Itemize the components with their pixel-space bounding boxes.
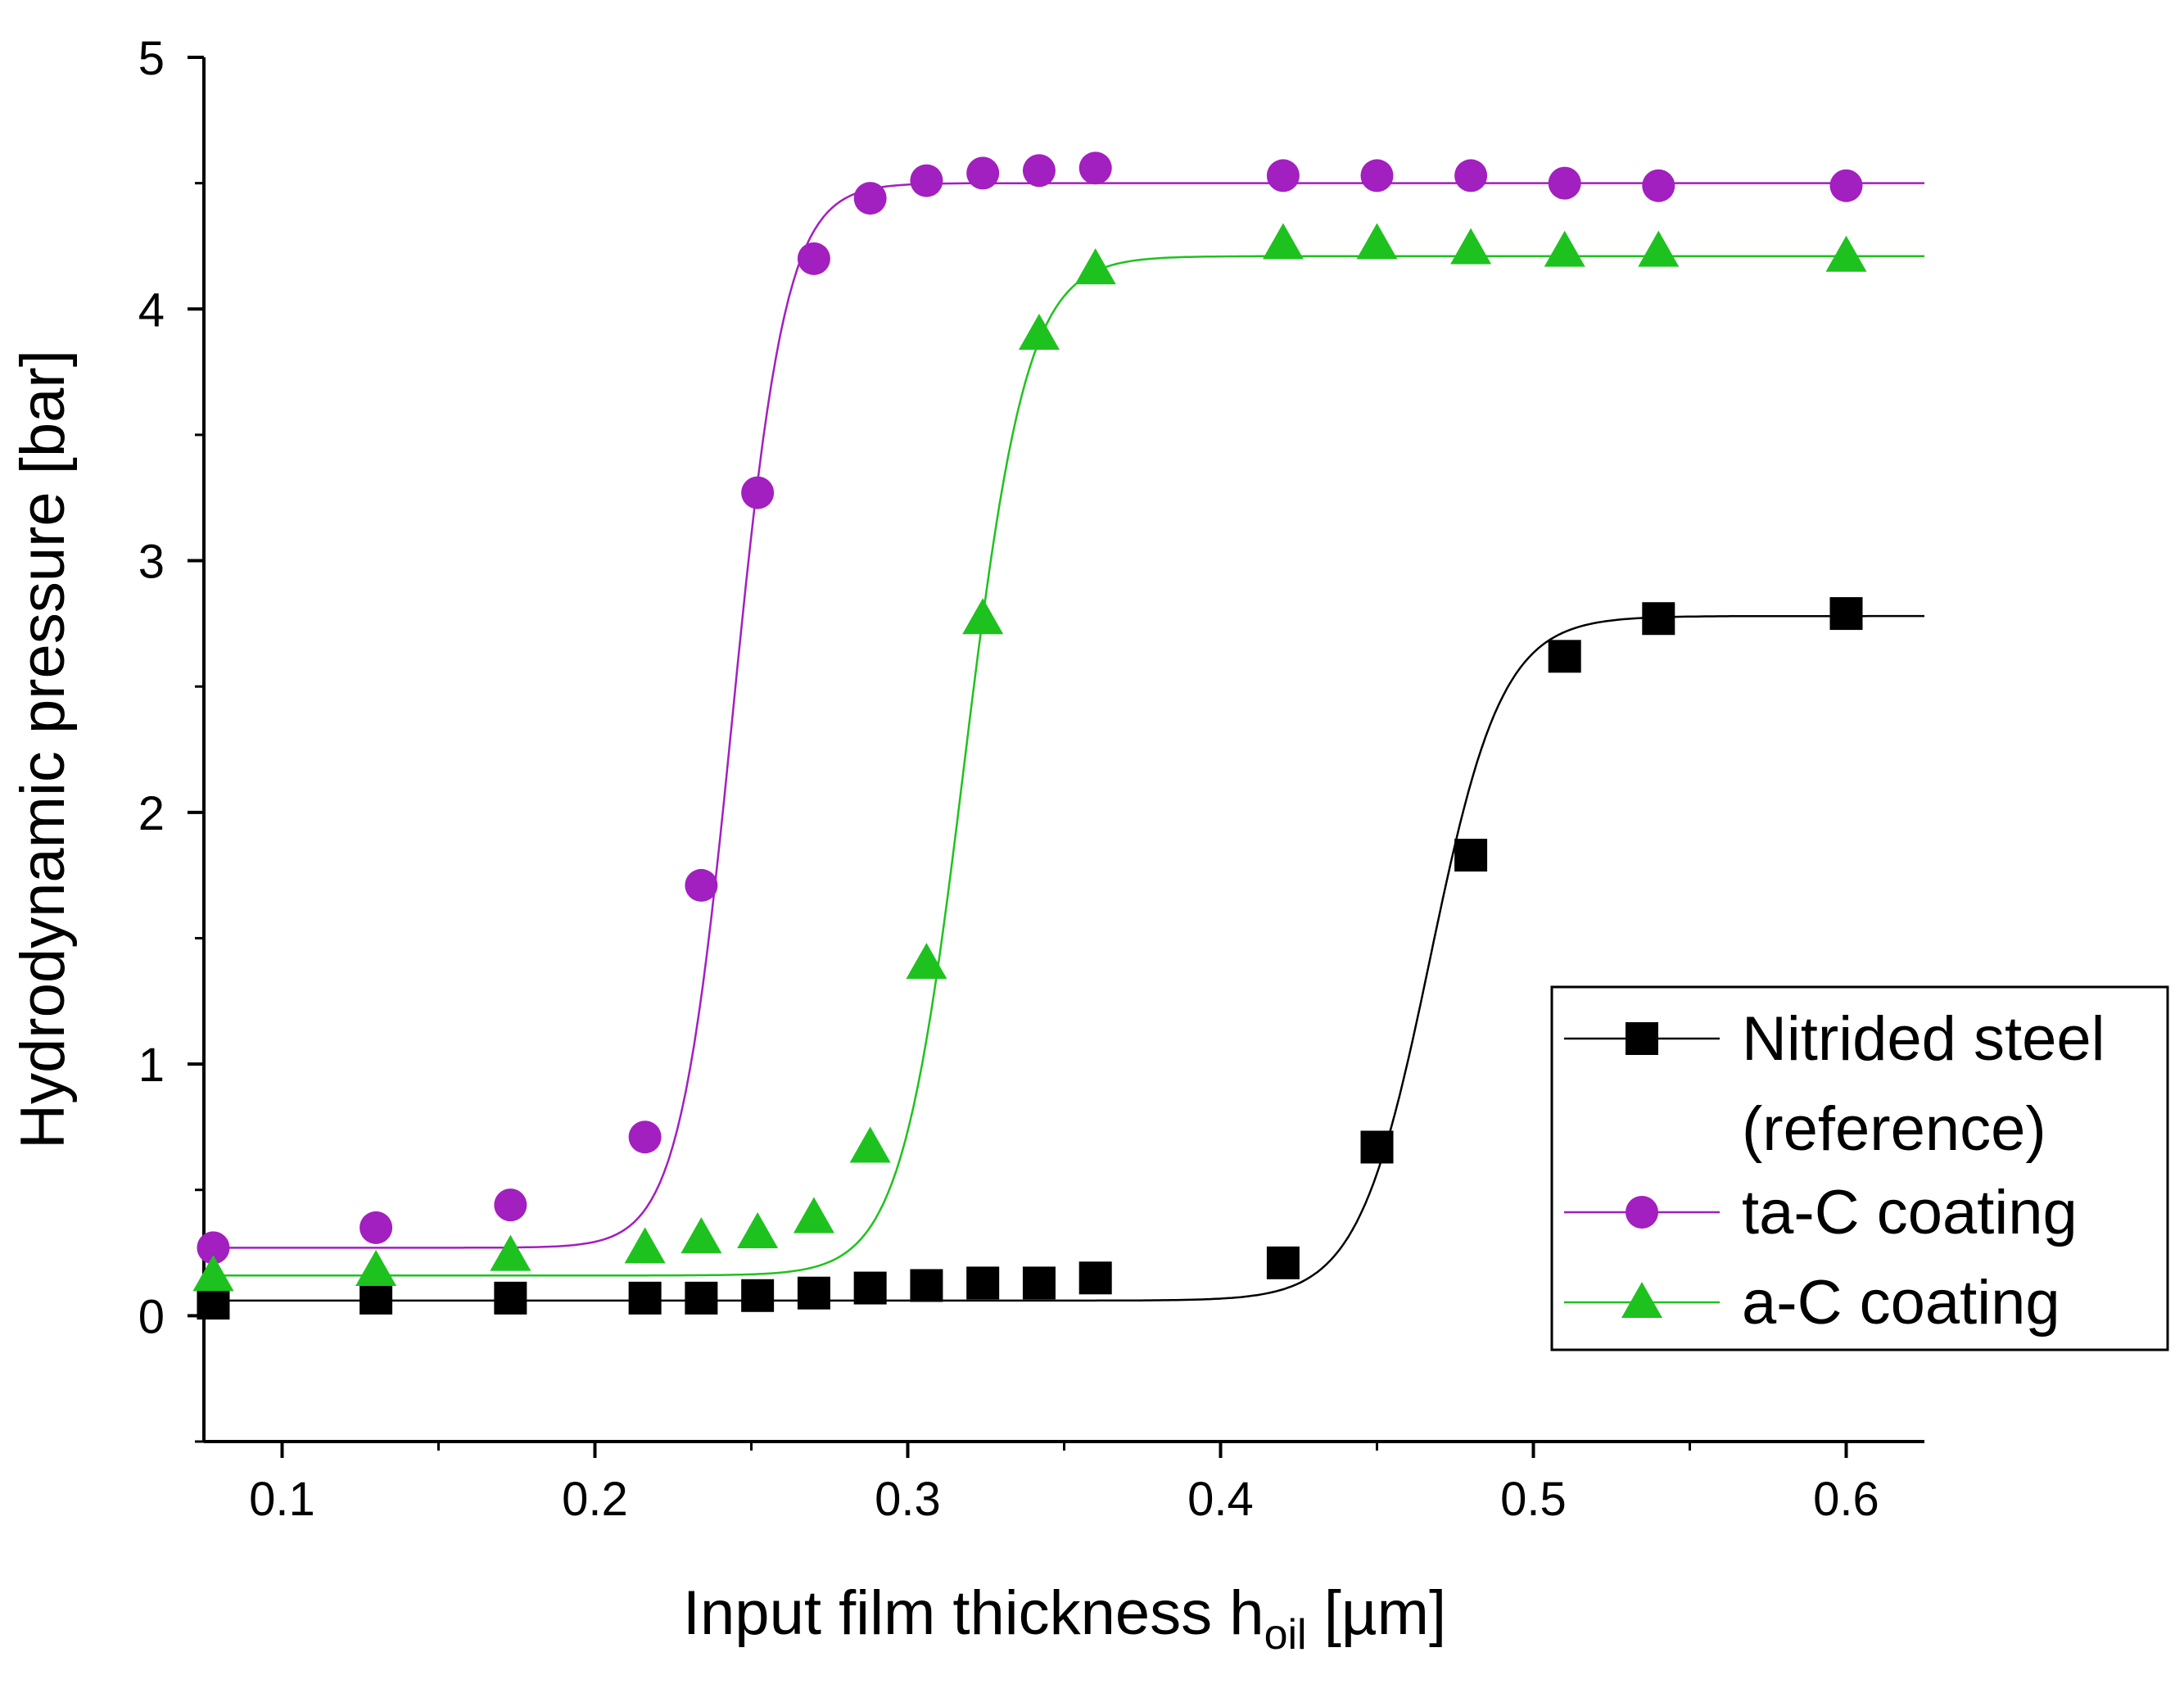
data-point-square [910, 1269, 943, 1302]
data-point-circle [910, 164, 943, 197]
data-point-circle [741, 476, 775, 509]
fit-curve-triangle [204, 255, 1924, 1277]
y-tick-label: 1 [138, 1039, 165, 1092]
legend-marker-circle [1626, 1196, 1658, 1229]
data-point-circle [197, 1231, 230, 1265]
data-point-square [1078, 1261, 1112, 1295]
y-tick-label: 4 [138, 283, 165, 337]
x-axis-title: Input film thickness hoil [µm] [683, 1578, 1446, 1659]
data-point-circle [853, 182, 887, 215]
data-point-circle [1266, 159, 1300, 192]
data-point-triangle [490, 1234, 531, 1271]
data-point-circle [685, 868, 718, 902]
legend-marker-triangle [1621, 1282, 1662, 1318]
y-tick-label: 0 [138, 1290, 165, 1343]
data-point-triangle [849, 1126, 891, 1163]
data-markers [192, 152, 1867, 1320]
data-point-square [685, 1281, 718, 1315]
data-point-triangle [906, 943, 947, 980]
data-point-square [359, 1281, 393, 1315]
data-point-circle [1548, 166, 1581, 200]
data-point-circle [494, 1188, 527, 1222]
data-point-square [797, 1276, 830, 1310]
x-tick-label: 0.6 [1813, 1473, 1879, 1526]
fit-curves [204, 182, 1924, 1302]
data-point-triangle [681, 1217, 722, 1254]
legend-marker-square [1626, 1022, 1658, 1055]
data-point-square [1454, 839, 1488, 872]
legend: Nitrided steel (reference) ta-C coating a-C… [1550, 985, 2169, 1351]
data-point-circle [628, 1120, 662, 1154]
legend-label: a-C coating [1742, 1268, 2060, 1338]
x-tick-label: 0.5 [1500, 1473, 1567, 1526]
data-point-square [1360, 1130, 1394, 1164]
data-point-square [741, 1279, 775, 1312]
data-point-triangle [1825, 235, 1867, 272]
data-point-triangle [624, 1227, 666, 1264]
data-point-triangle [962, 598, 1004, 635]
data-point-triangle [1018, 314, 1060, 350]
data-point-circle [1360, 159, 1394, 192]
data-point-circle [1642, 169, 1675, 202]
x-tick-label: 0.1 [249, 1473, 315, 1526]
data-point-square [853, 1271, 887, 1305]
data-point-triangle [793, 1197, 834, 1234]
data-point-square [1642, 602, 1675, 636]
y-tick-label: 3 [138, 536, 165, 589]
x-tick-label: 0.2 [562, 1473, 628, 1526]
legend-label: (reference) [1742, 1094, 2046, 1164]
legend-label: Nitrided steel [1742, 1004, 2105, 1074]
data-point-circle [1078, 152, 1112, 185]
data-point-triangle [355, 1250, 397, 1287]
data-point-triangle [1638, 230, 1680, 267]
data-point-triangle [1356, 223, 1398, 260]
data-point-square [1829, 597, 1863, 631]
fit-curve-square [204, 614, 1924, 1302]
x-axis-title-unit: [µm] [1307, 1578, 1446, 1648]
data-point-triangle [192, 1255, 234, 1292]
y-tick-label: 2 [138, 787, 165, 840]
data-point-square [197, 1287, 230, 1320]
data-point-square [1266, 1246, 1300, 1279]
y-tick-label: 5 [138, 32, 165, 85]
x-axis-title-subscript: oil [1264, 1611, 1307, 1659]
data-point-circle [797, 242, 830, 275]
data-point-circle [1454, 159, 1488, 192]
data-point-circle [1829, 169, 1863, 202]
data-point-square [1548, 640, 1581, 673]
data-point-triangle [1262, 223, 1304, 260]
data-point-square [1022, 1266, 1056, 1300]
data-point-triangle [1074, 248, 1116, 285]
legend-box [1550, 985, 2169, 1351]
x-axis-title-main: Input film thickness h [683, 1578, 1264, 1648]
data-point-square [494, 1281, 527, 1315]
x-tick-label: 0.3 [875, 1473, 941, 1526]
data-point-triangle [1450, 228, 1492, 265]
data-point-square [966, 1266, 1000, 1300]
data-point-circle [966, 156, 1000, 190]
data-point-circle [359, 1211, 393, 1244]
y-axis-title: Hydrodynamic pressure [bar] [8, 350, 78, 1149]
fit-curve-circle [204, 182, 1924, 1249]
data-point-triangle [737, 1211, 779, 1248]
data-point-triangle [1544, 230, 1585, 267]
legend-label: ta-C coating [1742, 1178, 2078, 1247]
data-point-circle [1022, 154, 1056, 188]
ticks: 0.1 0.2 0.3 0.4 0.5 0.6 0 1 2 3 4 5 [138, 32, 1879, 1526]
data-point-square [628, 1281, 662, 1315]
x-tick-label: 0.4 [1187, 1473, 1254, 1526]
